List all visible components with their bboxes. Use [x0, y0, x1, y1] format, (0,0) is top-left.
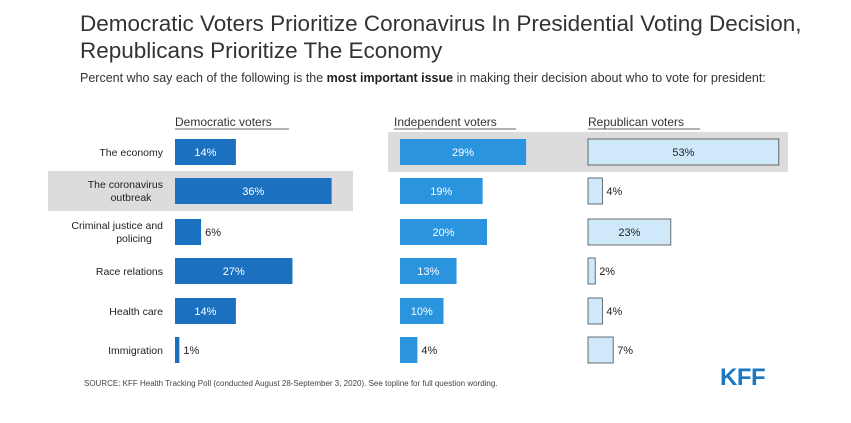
data-label: 36% [242, 186, 264, 198]
data-label: 10% [411, 306, 433, 318]
bar [175, 219, 202, 245]
category-label: Immigration [108, 345, 163, 357]
subtitle-bold-text: most important issue [326, 71, 454, 85]
category-label: Race relations [96, 266, 163, 278]
data-label: 1% [183, 345, 199, 357]
series-header: Republican voters [588, 115, 684, 129]
data-label: 4% [421, 345, 437, 357]
category-label: The economy [99, 147, 163, 159]
kff-logo: KFF [720, 364, 766, 391]
data-label: 19% [430, 186, 452, 198]
bar [587, 177, 603, 205]
data-label: 4% [606, 306, 622, 318]
data-label: 14% [194, 306, 216, 318]
source-note: SOURCE: KFF Health Tracking Poll (conduc… [84, 379, 498, 388]
bar [400, 219, 487, 245]
bar [400, 337, 418, 363]
bar [587, 218, 672, 246]
data-label: 7% [617, 345, 633, 357]
bar [175, 258, 293, 284]
chart-subtitle: Percent who say each of the following is… [80, 71, 810, 85]
data-label: 53% [672, 147, 694, 159]
bar [175, 298, 236, 324]
bar [400, 178, 483, 204]
data-label: 29% [452, 147, 474, 159]
data-label: 20% [432, 227, 454, 239]
bar [587, 336, 614, 364]
data-label: 23% [618, 227, 640, 239]
data-label: 13% [417, 266, 439, 278]
bar [175, 337, 180, 363]
bar [400, 298, 444, 324]
series-header: Independent voters [394, 115, 497, 129]
bar [175, 139, 236, 165]
data-label: 2% [599, 266, 615, 278]
data-label: 14% [194, 147, 216, 159]
category-label: Health care [109, 306, 163, 318]
chart-title: Democratic Voters Prioritize Coronavirus… [80, 11, 802, 63]
category-label: The coronavirus outbreak [88, 179, 163, 204]
bar [400, 139, 527, 165]
bar [400, 258, 457, 284]
bar [587, 257, 596, 285]
series-header: Democratic voters [175, 115, 272, 129]
subtitle-text-end: in making their decision about who to vo… [453, 71, 766, 85]
bar [587, 138, 780, 166]
data-label: 4% [606, 186, 622, 198]
subtitle-text-start: Percent who say each of the following is… [80, 71, 327, 85]
data-label: 27% [223, 266, 245, 278]
bar [587, 297, 603, 325]
category-label: Criminal justice and policing [71, 220, 163, 245]
data-label: 6% [205, 227, 221, 239]
bar [175, 178, 332, 204]
